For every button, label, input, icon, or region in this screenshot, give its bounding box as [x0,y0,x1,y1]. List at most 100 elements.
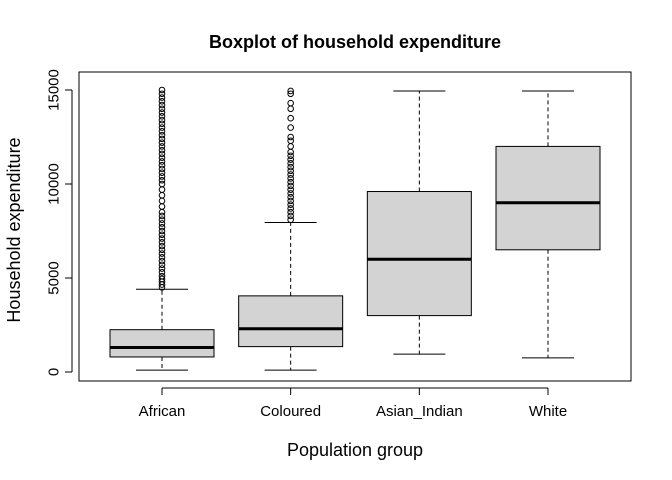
outlier-point [158,116,166,124]
x-axis-label: Population group [287,440,423,460]
y-tick-label: 15000 [45,69,62,111]
outlier-point [158,186,166,193]
outlier-point [158,113,166,120]
box-rect [109,329,215,358]
box-white [495,90,601,359]
outlier-point [158,105,166,113]
outlier-point [158,165,166,173]
outlier-point [158,231,166,239]
x-tick-label: White [529,403,567,420]
y-tick-label: 5000 [45,261,62,294]
box-asian_indian [366,90,472,355]
outlier-point [287,193,294,201]
outlier-point [287,205,294,212]
x-tick-label: Coloured [260,403,321,420]
outlier-point [158,220,166,227]
outlier-point [287,186,294,193]
outlier-point [287,201,294,208]
boxes-group [109,86,601,371]
outlier-point [158,257,166,265]
outlier-point [158,150,166,158]
outlier-point [158,143,166,150]
outlier-point [158,120,166,128]
box-rect [495,145,601,251]
outlier-point [287,105,294,113]
outlier-point [158,254,166,261]
outlier-point [158,128,166,135]
outlier-point [158,173,166,180]
outlier-point [287,148,294,156]
y-tick-label: 0 [45,368,62,376]
outlier-point [287,133,294,141]
outlier-point [158,269,166,276]
outlier-point [158,94,166,101]
chart-title: Boxplot of household expenditure [209,32,501,52]
outlier-point [158,124,166,131]
box-african [109,86,215,371]
outlier-point [158,250,166,257]
outlier-point [287,114,294,122]
outlier-point [158,158,166,165]
outlier-point [287,143,294,150]
outlier-point [158,212,166,220]
box-coloured [238,87,344,371]
outlier-point [287,216,294,224]
outlier-point [287,87,294,95]
outlier-point [287,208,294,216]
y-tick-label: 10000 [45,163,62,205]
outlier-point [158,208,166,216]
outlier-point [158,265,166,272]
outlier-point [158,242,166,250]
outlier-point [158,131,166,139]
outlier-point [158,154,166,161]
outlier-point [287,212,294,220]
x-tick-label: Asian_Indian [376,403,463,420]
outlier-point [158,275,166,283]
plot-frame [78,71,632,382]
outlier-point [287,137,294,145]
box-rect [238,295,344,348]
outlier-point [158,161,166,169]
outlier-point [158,176,166,184]
outlier-point [158,246,166,254]
outlier-point [158,90,166,98]
x-axis: African Coloured Asian_Indian White [139,387,567,420]
outlier-point [158,235,166,242]
outlier-point [158,139,166,146]
y-axis: 0 5000 10000 15000 [45,69,73,376]
outlier-point [158,216,166,224]
outlier-point [287,152,294,160]
outlier-point [158,169,166,177]
outlier-point [158,238,166,246]
outlier-point [287,163,294,171]
outlier-point [158,86,166,94]
outlier-point [158,180,166,188]
outlier-point [287,190,294,197]
outlier-point [158,109,166,116]
y-axis-label: Household expenditure [4,137,24,322]
box-rect [366,191,472,317]
outlier-point [287,171,294,178]
outlier-point [158,97,166,105]
outlier-point [158,227,166,235]
outlier-point [287,124,294,131]
outlier-point [287,178,294,186]
x-tick-label: African [139,403,186,420]
outlier-point [287,90,294,98]
outlier-point [287,175,294,182]
outlier-point [287,167,294,175]
outlier-point [158,272,166,280]
outlier-point [287,182,294,190]
outlier-point [287,156,294,163]
outlier-point [158,223,166,231]
outlier-point [158,135,166,143]
outlier-point [287,99,294,107]
outlier-point [158,191,166,199]
outlier-point [158,261,166,269]
outlier-point [158,203,166,210]
outlier-point [158,197,166,205]
outlier-point [158,146,166,154]
outlier-point [287,197,294,205]
outlier-point [158,101,166,109]
